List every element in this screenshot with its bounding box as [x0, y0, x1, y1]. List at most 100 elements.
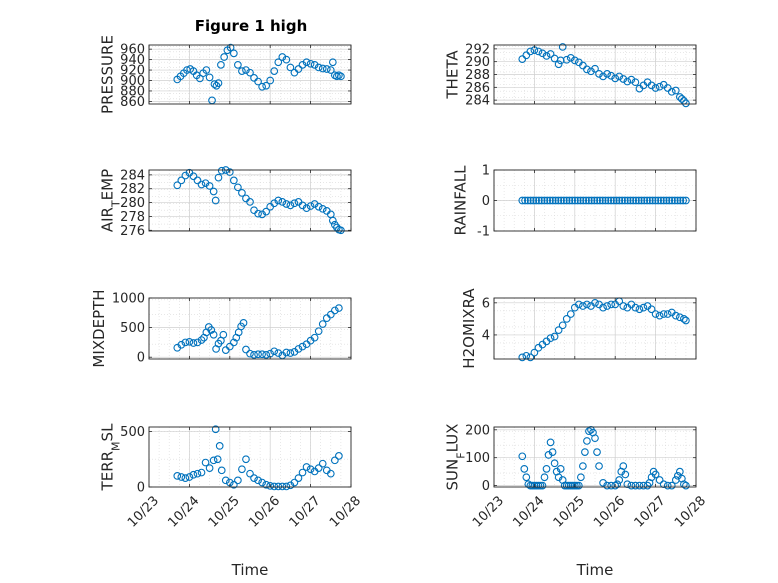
data-point [560, 196, 568, 205]
y-tick-label: 940 [120, 53, 145, 68]
y-tick-label: 880 [120, 84, 145, 99]
data-point [314, 63, 323, 72]
x-tick-label: 10/25 [206, 493, 243, 530]
data-point [335, 304, 343, 312]
data-point [328, 216, 337, 225]
y-tick-label: 100 [465, 451, 490, 466]
data-point [585, 427, 593, 436]
data-point [530, 348, 539, 357]
data-point [538, 481, 547, 490]
axes-box [493, 426, 697, 488]
data-point [314, 464, 323, 472]
subplot-6: 4 6 H2OMIXRA [460, 288, 697, 369]
y-tick-label: 284 [120, 168, 145, 183]
data-point [529, 196, 538, 205]
data-point [574, 300, 583, 309]
data-point [546, 438, 555, 447]
data-point [318, 320, 327, 328]
data-point [270, 67, 279, 75]
x-tick-label: 10/23 [470, 493, 507, 530]
data-point [242, 66, 250, 74]
data-point [611, 74, 620, 83]
data-point [177, 176, 186, 185]
data-point [655, 476, 664, 484]
data-point [282, 348, 291, 357]
data-point [619, 302, 628, 310]
data-point [582, 196, 590, 205]
axes-box [148, 169, 352, 232]
data-point [678, 95, 686, 103]
y-tick-label: 4 [482, 328, 490, 343]
data-point [526, 353, 535, 362]
data-point [298, 60, 307, 69]
data-point [538, 49, 547, 58]
data-point [619, 75, 628, 83]
data-point [651, 84, 660, 92]
data-point [214, 79, 223, 87]
data-point [632, 196, 640, 205]
data-point [266, 482, 275, 490]
data-point [278, 198, 287, 206]
data-point [213, 455, 222, 464]
data-point [635, 305, 644, 314]
data-point [518, 452, 527, 461]
data-point [663, 84, 672, 92]
data-point [207, 326, 216, 334]
data-point [211, 196, 220, 205]
data-point [627, 481, 636, 490]
data-point [335, 452, 343, 460]
data-point [556, 465, 565, 473]
data-point [595, 70, 603, 78]
data-point [270, 482, 279, 491]
data-point [294, 198, 303, 206]
data-point [534, 481, 543, 490]
data-point [542, 52, 551, 60]
y-tick-label: 0 [482, 479, 490, 494]
y-tick-label: 1 [482, 164, 490, 179]
data-point [294, 345, 303, 353]
y-tick-label: 280 [120, 196, 145, 211]
data-point [679, 196, 687, 205]
data-point [607, 71, 616, 80]
data-point [522, 473, 531, 482]
data-point [214, 173, 223, 182]
y-tick-label: 0 [137, 351, 145, 366]
data-point [238, 465, 246, 474]
data-point [518, 55, 527, 63]
data-point [540, 473, 549, 482]
data-point [314, 202, 323, 211]
data-point [598, 196, 607, 205]
data-point [270, 347, 279, 356]
data-point [667, 87, 676, 96]
data-point [318, 64, 327, 73]
data-point [238, 67, 246, 75]
data-point [205, 73, 214, 82]
data-point [566, 53, 575, 62]
data-point [254, 350, 262, 359]
y-tick-label: 276 [120, 224, 145, 239]
data-point [310, 60, 319, 69]
data-point [181, 338, 190, 347]
data-point [659, 310, 668, 318]
data-point [205, 182, 214, 190]
data-point [546, 334, 555, 342]
data-point [607, 300, 616, 309]
data-point [663, 481, 672, 490]
data-point [246, 68, 254, 77]
data-point [219, 330, 228, 339]
data-point [551, 196, 560, 205]
y-axis-label: PRESSURE [98, 35, 116, 114]
data-point [566, 310, 575, 318]
data-point [217, 466, 226, 475]
data-point [262, 480, 271, 489]
data-point [201, 458, 210, 467]
data-point [221, 476, 230, 485]
data-point [593, 448, 601, 456]
data-point [225, 168, 234, 176]
data-point [682, 99, 690, 108]
data-point [274, 196, 283, 205]
data-point [583, 437, 591, 445]
data-point [217, 166, 226, 175]
